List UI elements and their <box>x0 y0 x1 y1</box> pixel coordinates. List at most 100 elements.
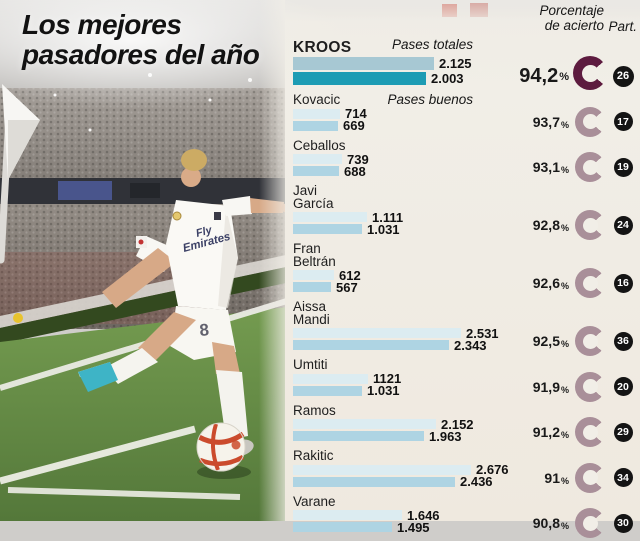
player-rows: KROOS 2.125 2.003 94,2% 26 Kovacic 714 <box>293 30 635 541</box>
bar-value-totales: 714 <box>345 106 367 121</box>
player-name-line: Umtiti <box>293 357 328 372</box>
bar-pases-totales <box>293 57 434 70</box>
accuracy-value: 93,1% <box>519 156 569 178</box>
bar-value-totales: 2.125 <box>439 56 472 71</box>
bar-pases-buenos <box>293 224 362 234</box>
bar-value-totales: 1.111 <box>372 209 404 225</box>
accuracy-header-line2: de acierto <box>544 17 604 33</box>
player-name: Ceballos <box>293 139 519 153</box>
bar-value-totales: 1121 <box>373 371 402 386</box>
percent-sign: % <box>560 339 569 349</box>
corner-flag <box>0 84 40 264</box>
player-name: Rakitic <box>293 448 519 463</box>
player-name: Javi García <box>293 183 519 211</box>
bar-value-buenos: 2.436 <box>460 474 493 489</box>
player-name-line: Ramos <box>293 402 336 418</box>
player-name-line: Fran <box>293 241 321 256</box>
percent-sign: % <box>560 119 569 130</box>
bar-pases-buenos <box>293 72 426 85</box>
percent-sign: % <box>559 71 569 83</box>
player-name: KROOS <box>293 40 519 56</box>
player-name: Kovacic <box>293 93 519 107</box>
bar-pases-buenos <box>293 282 331 292</box>
part-badge: 17 <box>613 112 633 131</box>
player-row: Fran Beltrán 612 567 92,6% 16 <box>293 241 635 298</box>
bar-pases-buenos <box>293 476 455 487</box>
shirt-sponsor-line1: Fly <box>195 224 214 240</box>
accuracy-value: 92,6% <box>519 272 569 294</box>
part-badge: 34 <box>613 468 633 487</box>
part-badge: 19 <box>613 157 633 177</box>
bar-pases-totales <box>293 212 367 222</box>
accuracy-donut <box>573 371 607 402</box>
accuracy-donut <box>573 417 607 447</box>
accuracy-value: 92,5% <box>519 330 569 352</box>
accuracy-value: 93,7% <box>519 111 569 133</box>
bar-value-buenos: 688 <box>344 163 366 179</box>
player-name-line: Javi <box>293 183 318 198</box>
bar-pases-buenos <box>293 340 449 350</box>
accuracy-donut <box>573 268 607 298</box>
accuracy-donut <box>573 106 607 137</box>
legend-pases-buenos: Pases buenos <box>387 92 473 107</box>
bar-pases-totales <box>293 464 471 475</box>
accuracy-value: 90,8% <box>519 512 569 534</box>
bar-pases-totales <box>293 154 342 164</box>
accuracy-donut <box>573 326 607 356</box>
player-name: Varane <box>293 493 519 509</box>
bar-pases-totales <box>293 270 334 280</box>
chart-panel: Porcentaje de acierto Part. Pases totale… <box>259 0 640 538</box>
bar-pases-totales <box>293 373 368 384</box>
player-name-line: Aissa <box>293 299 327 314</box>
bar-value-totales: 2.152 <box>441 416 474 432</box>
player-row: Umtiti 1121 1.031 91,9% 20 <box>293 357 635 402</box>
part-badge: 16 <box>613 273 633 293</box>
player-row: Aissa Mandi 2.531 2.343 92,5% 36 <box>293 299 635 356</box>
part-badge: 26 <box>612 65 634 87</box>
player-name-line: García <box>293 195 334 211</box>
accuracy-header: Porcentaje de acierto <box>539 3 604 33</box>
player-name: Aissa Mandi <box>293 299 519 327</box>
bar-pases-totales <box>293 419 436 429</box>
bar-value-totales: 739 <box>347 151 369 167</box>
percent-sign: % <box>560 430 569 440</box>
shorts-number: 8 <box>199 320 210 340</box>
part-badge: 24 <box>613 215 633 235</box>
player-row: Ramos 2.152 1.963 91,2% 29 <box>293 402 635 447</box>
legend-pases-totales: Pases totales <box>391 37 473 52</box>
part-badge: 29 <box>613 422 633 442</box>
accuracy-value: 91% <box>519 467 569 489</box>
bar-value-totales: 2.531 <box>466 325 499 341</box>
page-title: Los mejores pasadores del año <box>22 9 260 70</box>
page-title-line1: Los mejores <box>22 9 182 40</box>
percent-sign: % <box>560 521 569 531</box>
accuracy-value: 92,8% <box>519 214 569 236</box>
bar-value-totales: 1.646 <box>407 507 440 523</box>
bar-value-buenos: 669 <box>343 118 365 133</box>
player-row: Kovacic 714 669 93,7% 17 <box>293 93 635 137</box>
bar-pases-totales <box>293 108 340 119</box>
part-badge: 36 <box>613 331 633 351</box>
bar-pases-buenos <box>293 522 392 532</box>
player-name-line: Rakitic <box>293 448 334 463</box>
accuracy-donut <box>573 152 607 182</box>
accuracy-donut <box>573 56 607 90</box>
percent-sign: % <box>560 475 569 486</box>
page-title-line2: pasadores del año <box>22 39 260 70</box>
accuracy-donut <box>573 508 607 538</box>
bar-pases-buenos <box>293 385 362 396</box>
player-name-line: Mandi <box>293 311 330 327</box>
bar-value-buenos: 1.031 <box>367 383 400 398</box>
bar-value-buenos: 1.031 <box>367 221 400 237</box>
player-name-line: Beltrán <box>293 253 336 269</box>
player-row: KROOS 2.125 2.003 94,2% 26 <box>293 40 635 90</box>
player-row: Ceballos 739 688 93,1% 19 <box>293 139 635 182</box>
accuracy-donut <box>573 210 607 240</box>
player-name-line: Varane <box>293 493 336 509</box>
part-header: Part. <box>608 19 637 34</box>
bar-value-buenos: 1.495 <box>397 519 430 535</box>
bar-value-buenos: 2.003 <box>431 71 464 86</box>
player-figure: Fly Emirates 8 <box>78 149 291 457</box>
bar-value-totales: 2.676 <box>476 462 509 477</box>
accuracy-donut <box>573 462 607 493</box>
